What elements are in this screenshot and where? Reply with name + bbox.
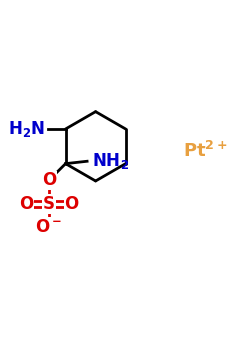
Text: $\mathbf{Pt^{2+}}$: $\mathbf{Pt^{2+}}$ xyxy=(183,141,228,161)
Text: O: O xyxy=(19,195,33,213)
Text: $\mathbf{H_2N}$: $\mathbf{H_2N}$ xyxy=(8,119,45,139)
Text: $\mathbf{NH_2}$: $\mathbf{NH_2}$ xyxy=(92,151,129,171)
Text: $\mathbf{O^-}$: $\mathbf{O^-}$ xyxy=(35,218,62,236)
Text: O: O xyxy=(64,195,79,213)
Text: O: O xyxy=(42,172,56,189)
Text: S: S xyxy=(43,195,55,213)
